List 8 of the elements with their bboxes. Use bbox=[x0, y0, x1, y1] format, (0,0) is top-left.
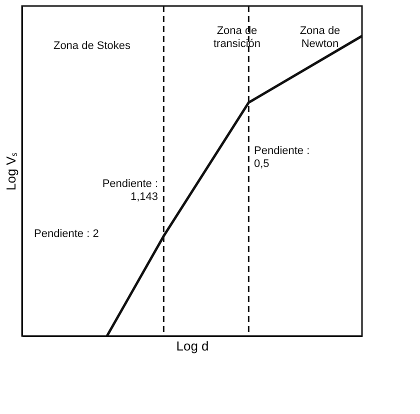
annotation: Pendiente : 1,143 bbox=[102, 178, 158, 203]
annotation: Pendiente : 2 bbox=[34, 228, 99, 240]
annotation: Zona de Newton bbox=[300, 25, 340, 50]
y-axis-title: Log Vₛ bbox=[4, 152, 18, 190]
annotation: Zona de transición bbox=[213, 25, 261, 50]
annotation: Zona de Stokes bbox=[53, 40, 132, 52]
x-axis-title: Log d bbox=[176, 338, 209, 354]
annotation: Pendiente : 0,5 bbox=[254, 145, 310, 170]
